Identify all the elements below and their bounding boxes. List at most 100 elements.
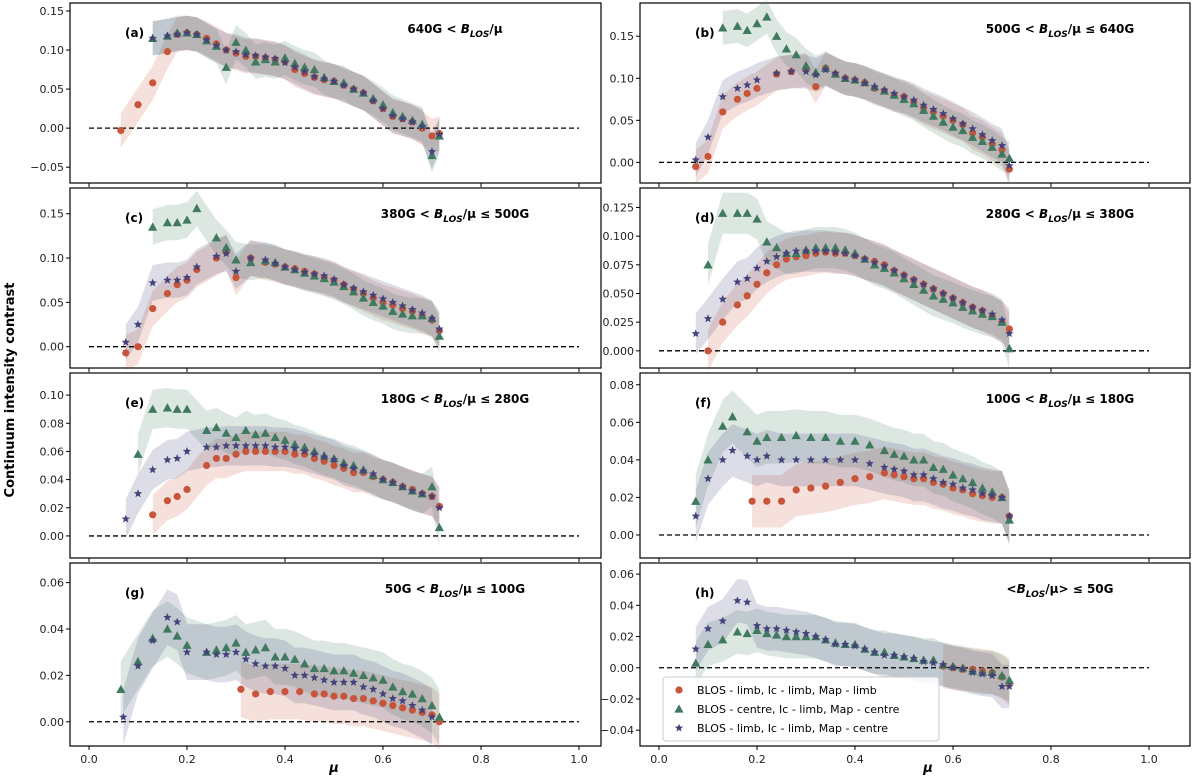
data-point-mixed: [948, 293, 958, 302]
data-point-centre: [865, 440, 875, 449]
data-point-centre: [772, 243, 782, 252]
y-tick-label: 0.08: [40, 417, 65, 430]
y-tick-label: 0.05: [40, 296, 65, 309]
data-point-centre: [1004, 153, 1014, 162]
data-point-limb: [149, 511, 157, 519]
data-point-centre: [752, 214, 762, 223]
data-point-mixed: [121, 337, 130, 346]
data-point-mixed: [919, 470, 928, 479]
data-point-limb: [399, 704, 407, 712]
data-point-mixed: [290, 62, 299, 71]
data-point-centre: [260, 642, 270, 652]
data-point-centre: [762, 237, 772, 246]
data-point-centre: [781, 44, 791, 53]
data-point-centre: [202, 425, 212, 434]
data-point-limb: [261, 447, 269, 456]
data-point-limb: [232, 450, 240, 458]
data-point-centre: [339, 666, 349, 675]
data-point-mixed: [968, 485, 977, 494]
data-point-centre: [928, 111, 938, 120]
data-point-mixed: [865, 459, 874, 468]
data-point-mixed: [133, 320, 143, 329]
panel-a: −0.05 0.00 0.05 0.10 0.15 (a) 640G < BLOS/μ: [30, 2, 602, 187]
data-point-centre: [280, 435, 290, 444]
data-point-mixed: [182, 28, 192, 37]
data-point-mixed: [978, 489, 987, 498]
y-tick-label: 0.04: [610, 599, 635, 612]
data-point-limb: [704, 152, 712, 161]
data-point-mixed: [231, 266, 241, 275]
data-point-mixed: [251, 441, 260, 450]
data-point-mixed: [811, 632, 820, 641]
data-point-limb: [743, 89, 751, 98]
data-point-mixed: [408, 305, 417, 314]
data-point-mixed: [241, 654, 250, 663]
data-point-mixed: [222, 249, 231, 258]
data-point-mixed: [408, 701, 417, 710]
data-point-mixed: [427, 147, 437, 156]
data-point-limb: [149, 79, 157, 87]
data-point-centre: [835, 436, 845, 445]
data-point-mixed: [300, 267, 309, 276]
data-point-mixed: [988, 136, 997, 145]
data-point-centre: [776, 432, 787, 442]
data-point-centre: [899, 451, 909, 460]
data-point-mixed: [821, 65, 830, 74]
series-band-centre: [695, 390, 1010, 547]
series-band-mixed: [695, 230, 1010, 355]
panel-d: 0.000 0.025 0.050 0.075 0.100 0.125 (d) 280G < …: [603, 187, 1191, 372]
data-point-centre: [182, 404, 192, 413]
data-point-mixed: [349, 463, 358, 472]
data-point-mixed: [329, 76, 339, 85]
x-tick-label: 0.4: [846, 753, 864, 766]
data-point-centre: [718, 421, 728, 430]
data-point-mixed: [948, 663, 958, 672]
data-point-mixed: [836, 455, 845, 464]
data-point-mixed: [310, 72, 319, 81]
data-point-mixed: [280, 262, 290, 271]
legend-box: [662, 676, 940, 742]
y-tick-label: 0.00: [40, 530, 65, 543]
figure-y-axis-label: Continuum intensity contrast: [3, 283, 18, 498]
data-point-mixed: [718, 294, 727, 303]
data-point-mixed: [222, 45, 231, 54]
data-point-mixed: [163, 612, 172, 621]
data-point-mixed: [958, 298, 967, 307]
data-point-mixed: [801, 67, 811, 76]
data-point-mixed: [850, 455, 860, 464]
data-point-mixed: [743, 80, 752, 89]
data-point-mixed: [290, 670, 299, 679]
data-point-limb: [212, 454, 220, 463]
data-point-mixed: [703, 474, 713, 483]
data-point-centre: [919, 285, 929, 294]
data-point-mixed: [398, 482, 407, 491]
data-point-mixed: [246, 253, 255, 262]
data-point-mixed: [388, 694, 397, 703]
data-point-centre: [732, 21, 742, 30]
data-point-mixed: [997, 682, 1007, 691]
data-point-mixed: [241, 441, 250, 450]
data-point-centre: [417, 693, 427, 703]
data-point-centre: [718, 23, 728, 32]
data-point-limb: [822, 482, 830, 490]
panel-title: 280G < BLOS/μ ≤ 380G: [986, 207, 1135, 225]
data-point-centre: [221, 242, 231, 252]
data-point-centre: [270, 652, 280, 661]
data-point-mixed: [782, 625, 791, 634]
y-tick-label: 0.00: [610, 529, 635, 542]
y-tick-label: 0.15: [40, 208, 65, 221]
data-point-centre: [732, 208, 742, 217]
data-point-centre: [290, 439, 300, 449]
data-point-centre: [398, 687, 408, 696]
data-point-mixed: [148, 278, 157, 287]
panel-tag: (h): [695, 586, 715, 600]
data-point-mixed: [251, 51, 260, 60]
data-point-centre: [260, 428, 270, 437]
x-tick-label: 0.4: [276, 753, 294, 766]
data-point-centre: [434, 712, 444, 721]
data-point-mixed: [212, 442, 221, 451]
data-point-mixed: [691, 511, 700, 520]
data-point-limb: [748, 497, 756, 505]
data-point-mixed: [968, 302, 977, 311]
data-point-mixed: [870, 82, 879, 91]
